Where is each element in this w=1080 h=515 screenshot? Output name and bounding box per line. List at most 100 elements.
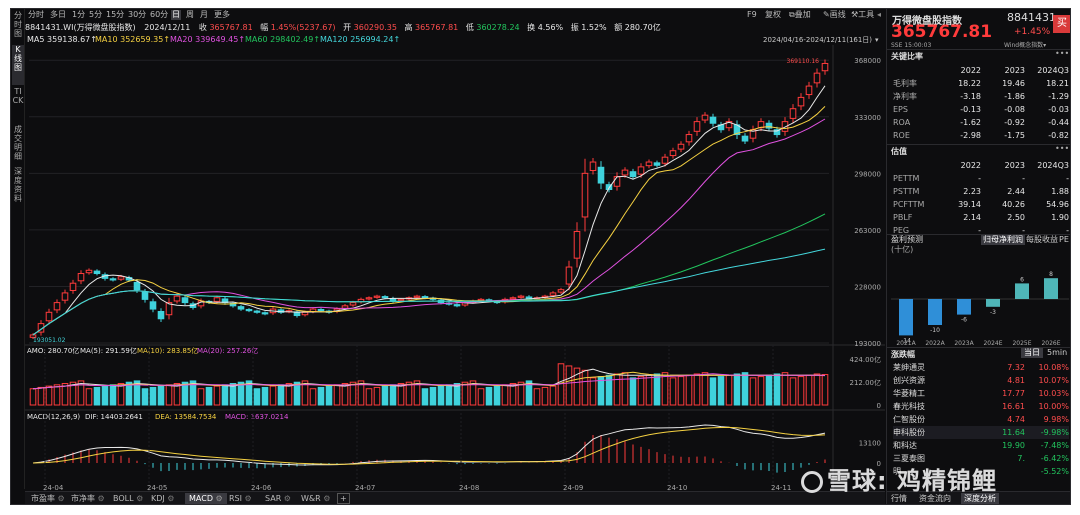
mover-cell: 7. bbox=[1017, 454, 1025, 463]
wind-concept-dropdown[interactable]: Wind概念指数▾ bbox=[1004, 42, 1047, 49]
last-price: 365767.81 bbox=[891, 22, 993, 42]
wrench-icon: ⚒ bbox=[851, 10, 859, 19]
tab-rsi[interactable]: RSI ⚙ bbox=[229, 494, 252, 503]
gear-icon[interactable]: ⚙ bbox=[164, 494, 175, 503]
x-tick-label: 24-06 bbox=[251, 484, 272, 491]
volume-bar bbox=[565, 365, 573, 406]
forecast-year-label: 2025E bbox=[1012, 340, 1031, 347]
sidebar-item-depth[interactable]: 深度资料 bbox=[14, 167, 22, 203]
buy-button[interactable]: 买 bbox=[1053, 15, 1070, 33]
mover-row[interactable]: 华菱精工 17.77 10.03% bbox=[893, 387, 1069, 400]
mover-row[interactable]: 三夏泰图 7. -6.42% bbox=[893, 452, 1069, 465]
add-indicator-button[interactable]: + bbox=[337, 493, 350, 504]
volume-bar bbox=[805, 374, 813, 406]
forecast-tab-pe[interactable]: PE bbox=[1059, 235, 1069, 244]
tab-wr[interactable]: W&R ⚙ bbox=[301, 494, 331, 503]
volume-bar bbox=[205, 386, 213, 406]
volume-bar bbox=[621, 372, 629, 406]
kline-chart-area[interactable]: MA5 359138.67↑ MA10 352659.35↑ MA20 3396… bbox=[25, 33, 885, 491]
tab-sar[interactable]: SAR ⚙ bbox=[265, 494, 291, 503]
f9-button[interactable]: F9 bbox=[747, 10, 757, 19]
period-month[interactable]: 月 bbox=[200, 10, 208, 19]
movers-tab-5min[interactable]: 5min bbox=[1047, 348, 1068, 357]
right-bottom-tabs: 行情 资金流向 深度分析 bbox=[887, 491, 1070, 504]
period-multiday[interactable]: 多日 bbox=[50, 10, 66, 19]
volume-bar bbox=[349, 381, 357, 406]
period-week[interactable]: 周 bbox=[186, 10, 194, 19]
mover-row[interactable]: 创兴资源 4.81 10.07% bbox=[893, 374, 1069, 387]
tab-quote[interactable]: 行情 bbox=[891, 494, 907, 503]
period-day[interactable]: 日 bbox=[171, 10, 181, 20]
mover-row[interactable]: 春光科技 16.61 10.00% bbox=[893, 400, 1069, 413]
movers-tab-today[interactable]: 当日 bbox=[1021, 348, 1043, 358]
candle bbox=[317, 308, 325, 312]
adjust-button[interactable]: 复权 bbox=[765, 10, 781, 19]
key-ratio-cell: -0.82 bbox=[1048, 131, 1069, 140]
key-ratios-title: 关键比率 bbox=[891, 52, 923, 61]
mover-row[interactable]: 莱绅通灵 7.32 10.08% bbox=[893, 361, 1069, 374]
forecast-tab-profit[interactable]: 归母净利润 bbox=[981, 235, 1025, 245]
key-ratios-more-button[interactable]: ••• bbox=[1055, 49, 1070, 58]
key-ratio-row: 净利率 -3.18 -1.86 -1.29 bbox=[893, 90, 1069, 103]
candle bbox=[797, 96, 805, 107]
gear-icon[interactable]: ⚙ bbox=[133, 494, 144, 503]
volume-bar bbox=[645, 374, 653, 406]
collapse-icon[interactable]: ◂ bbox=[877, 10, 882, 19]
sidebar-item-intraday[interactable]: 分时图 bbox=[14, 11, 22, 38]
mover-row[interactable]: 仁智股份 4.74 9.98% bbox=[893, 413, 1069, 426]
forecast-bar bbox=[1044, 278, 1058, 299]
tab-pe[interactable]: 市盈率 ⚙ bbox=[31, 494, 65, 503]
candle bbox=[149, 301, 157, 310]
valuation-more-button[interactable]: ••• bbox=[1055, 144, 1070, 153]
chevron-down-icon[interactable]: ▾ bbox=[875, 36, 879, 44]
tab-kdj[interactable]: KDJ ⚙ bbox=[151, 494, 175, 503]
forecast-tab-eps[interactable]: 每股收益 bbox=[1026, 235, 1058, 244]
period-more[interactable]: 更多 bbox=[214, 10, 230, 19]
volume-bar bbox=[781, 372, 789, 406]
low-value: 360278.24 bbox=[476, 23, 520, 32]
overlay-button[interactable]: ⧉叠加 bbox=[789, 10, 811, 19]
gear-icon[interactable]: ⚙ bbox=[55, 494, 65, 503]
candle bbox=[629, 171, 637, 178]
tab-boll[interactable]: BOLL ⚙ bbox=[113, 494, 144, 503]
mover-cell: 明 bbox=[893, 467, 901, 476]
y-tick-label: 298000 bbox=[854, 170, 881, 178]
forecast-bar bbox=[1015, 283, 1029, 299]
period-5min[interactable]: 5分 bbox=[89, 10, 103, 19]
gear-icon[interactable]: ⚙ bbox=[281, 494, 291, 503]
gear-icon[interactable]: ⚙ bbox=[320, 494, 331, 503]
volume-bar bbox=[61, 383, 69, 406]
period-30min[interactable]: 30分 bbox=[128, 10, 147, 19]
tab-macd[interactable]: MACD ⚙ bbox=[185, 493, 227, 504]
date-range-label[interactable]: 2024/04/16-2024/12/11(161日) bbox=[763, 36, 872, 44]
tab-deep-analysis[interactable]: 深度分析 bbox=[961, 493, 999, 504]
period-15min[interactable]: 15分 bbox=[106, 10, 125, 19]
mover-cell: 16.61 bbox=[1002, 402, 1025, 411]
tab-fund-flow[interactable]: 资金流向 bbox=[919, 494, 951, 503]
key-ratio-cell: ROE bbox=[893, 131, 910, 140]
key-ratio-row: ROE -2.98 -1.75 -0.82 bbox=[893, 129, 1069, 142]
gear-icon[interactable]: ⚙ bbox=[95, 494, 105, 503]
period-60min[interactable]: 60分 bbox=[150, 10, 169, 19]
draw-button[interactable]: ✎画线 bbox=[823, 10, 846, 19]
mover-row[interactable]: 申科股份 11.64 -9.98% bbox=[893, 426, 1069, 439]
tools-button[interactable]: ⚒工具 bbox=[851, 10, 875, 19]
mover-row[interactable]: 和科达 19.90 -7.48% bbox=[893, 439, 1069, 452]
sidebar-item-tick[interactable]: TICK bbox=[12, 87, 24, 105]
turnover-value: 4.56% bbox=[537, 23, 564, 32]
valuation-cell: PSTTM bbox=[893, 187, 920, 196]
left-sidebar: 分时图 K线图 TICK 成交明细 深度资料 bbox=[11, 9, 25, 489]
sidebar-item-kline[interactable]: K线图 bbox=[12, 45, 24, 85]
close-value: 365767.81 bbox=[209, 23, 253, 32]
gear-icon[interactable]: ⚙ bbox=[242, 494, 252, 503]
gear-icon[interactable]: ⚙ bbox=[212, 494, 223, 503]
volume-bar bbox=[173, 383, 181, 406]
mover-row[interactable]: 明 -5.52% bbox=[893, 465, 1069, 478]
volume-bar bbox=[93, 386, 101, 406]
volume-bar bbox=[77, 380, 85, 406]
period-1min[interactable]: 1分 bbox=[72, 10, 86, 19]
period-intraday[interactable]: 分时 bbox=[28, 10, 44, 19]
tab-pb[interactable]: 市净率 ⚙ bbox=[71, 494, 105, 503]
indicator-tabs: 市盈率 ⚙ 市净率 ⚙ BOLL ⚙ KDJ ⚙ MACD ⚙ RSI ⚙ SA… bbox=[25, 491, 885, 504]
sidebar-item-trades[interactable]: 成交明细 bbox=[14, 125, 22, 161]
